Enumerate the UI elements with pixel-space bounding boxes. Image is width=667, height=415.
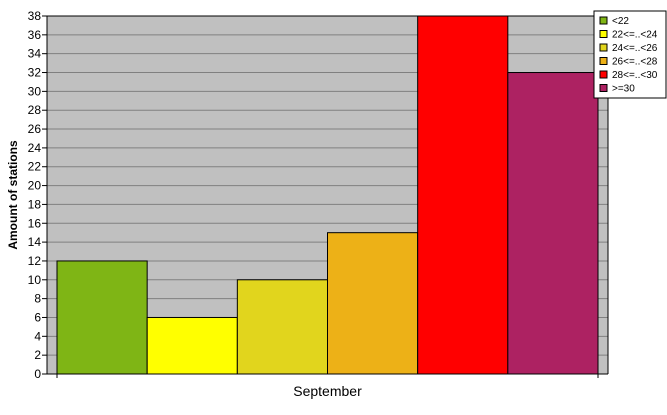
legend-swatch bbox=[599, 84, 608, 92]
bar-3 bbox=[327, 232, 419, 375]
legend-swatch bbox=[599, 16, 608, 25]
bar-4 bbox=[417, 15, 509, 375]
y-tick-label: 8 bbox=[34, 292, 41, 306]
legend-swatch bbox=[599, 70, 608, 79]
y-tick-label: 36 bbox=[28, 28, 42, 42]
y-tick-label: 24 bbox=[28, 141, 42, 155]
y-tick-label: 20 bbox=[28, 179, 42, 193]
y-tick-label: 0 bbox=[34, 367, 41, 381]
bar-0 bbox=[56, 260, 148, 375]
bar-1 bbox=[146, 316, 238, 375]
legend-label: 28<=..<30 bbox=[612, 70, 658, 81]
legend-swatch bbox=[599, 57, 608, 65]
legend-box bbox=[593, 10, 667, 99]
legend-label: 22<=..<24 bbox=[612, 30, 658, 41]
y-tick-label: 2 bbox=[34, 348, 41, 362]
y-tick-label: 18 bbox=[28, 197, 42, 211]
y-tick-label: 34 bbox=[28, 47, 42, 61]
legend-label: 26<=..<28 bbox=[612, 57, 658, 68]
bar-2 bbox=[236, 279, 328, 375]
y-tick-label: 14 bbox=[28, 235, 42, 249]
y-tick-label: 4 bbox=[34, 329, 41, 343]
y-tick-label: 6 bbox=[34, 310, 41, 324]
legend-swatch bbox=[599, 43, 608, 52]
y-tick-label: 12 bbox=[28, 254, 42, 268]
x-category-label: September bbox=[293, 383, 362, 399]
y-axis-title: Amount of stations bbox=[6, 140, 20, 250]
y-tick-label: 16 bbox=[28, 216, 42, 230]
y-tick-label: 32 bbox=[28, 66, 42, 80]
bar-5 bbox=[507, 72, 599, 375]
legend-swatch bbox=[599, 30, 608, 38]
y-tick-label: 38 bbox=[28, 9, 42, 23]
y-tick-label: 30 bbox=[28, 84, 42, 98]
legend-label: <22 bbox=[612, 16, 629, 27]
y-tick-label: 28 bbox=[28, 103, 42, 117]
y-tick-label: 22 bbox=[28, 160, 42, 174]
legend-label: 24<=..<26 bbox=[612, 43, 658, 54]
y-tick-label: 26 bbox=[28, 122, 42, 136]
legend-label: >=30 bbox=[612, 84, 635, 95]
y-tick-label: 10 bbox=[28, 273, 42, 287]
